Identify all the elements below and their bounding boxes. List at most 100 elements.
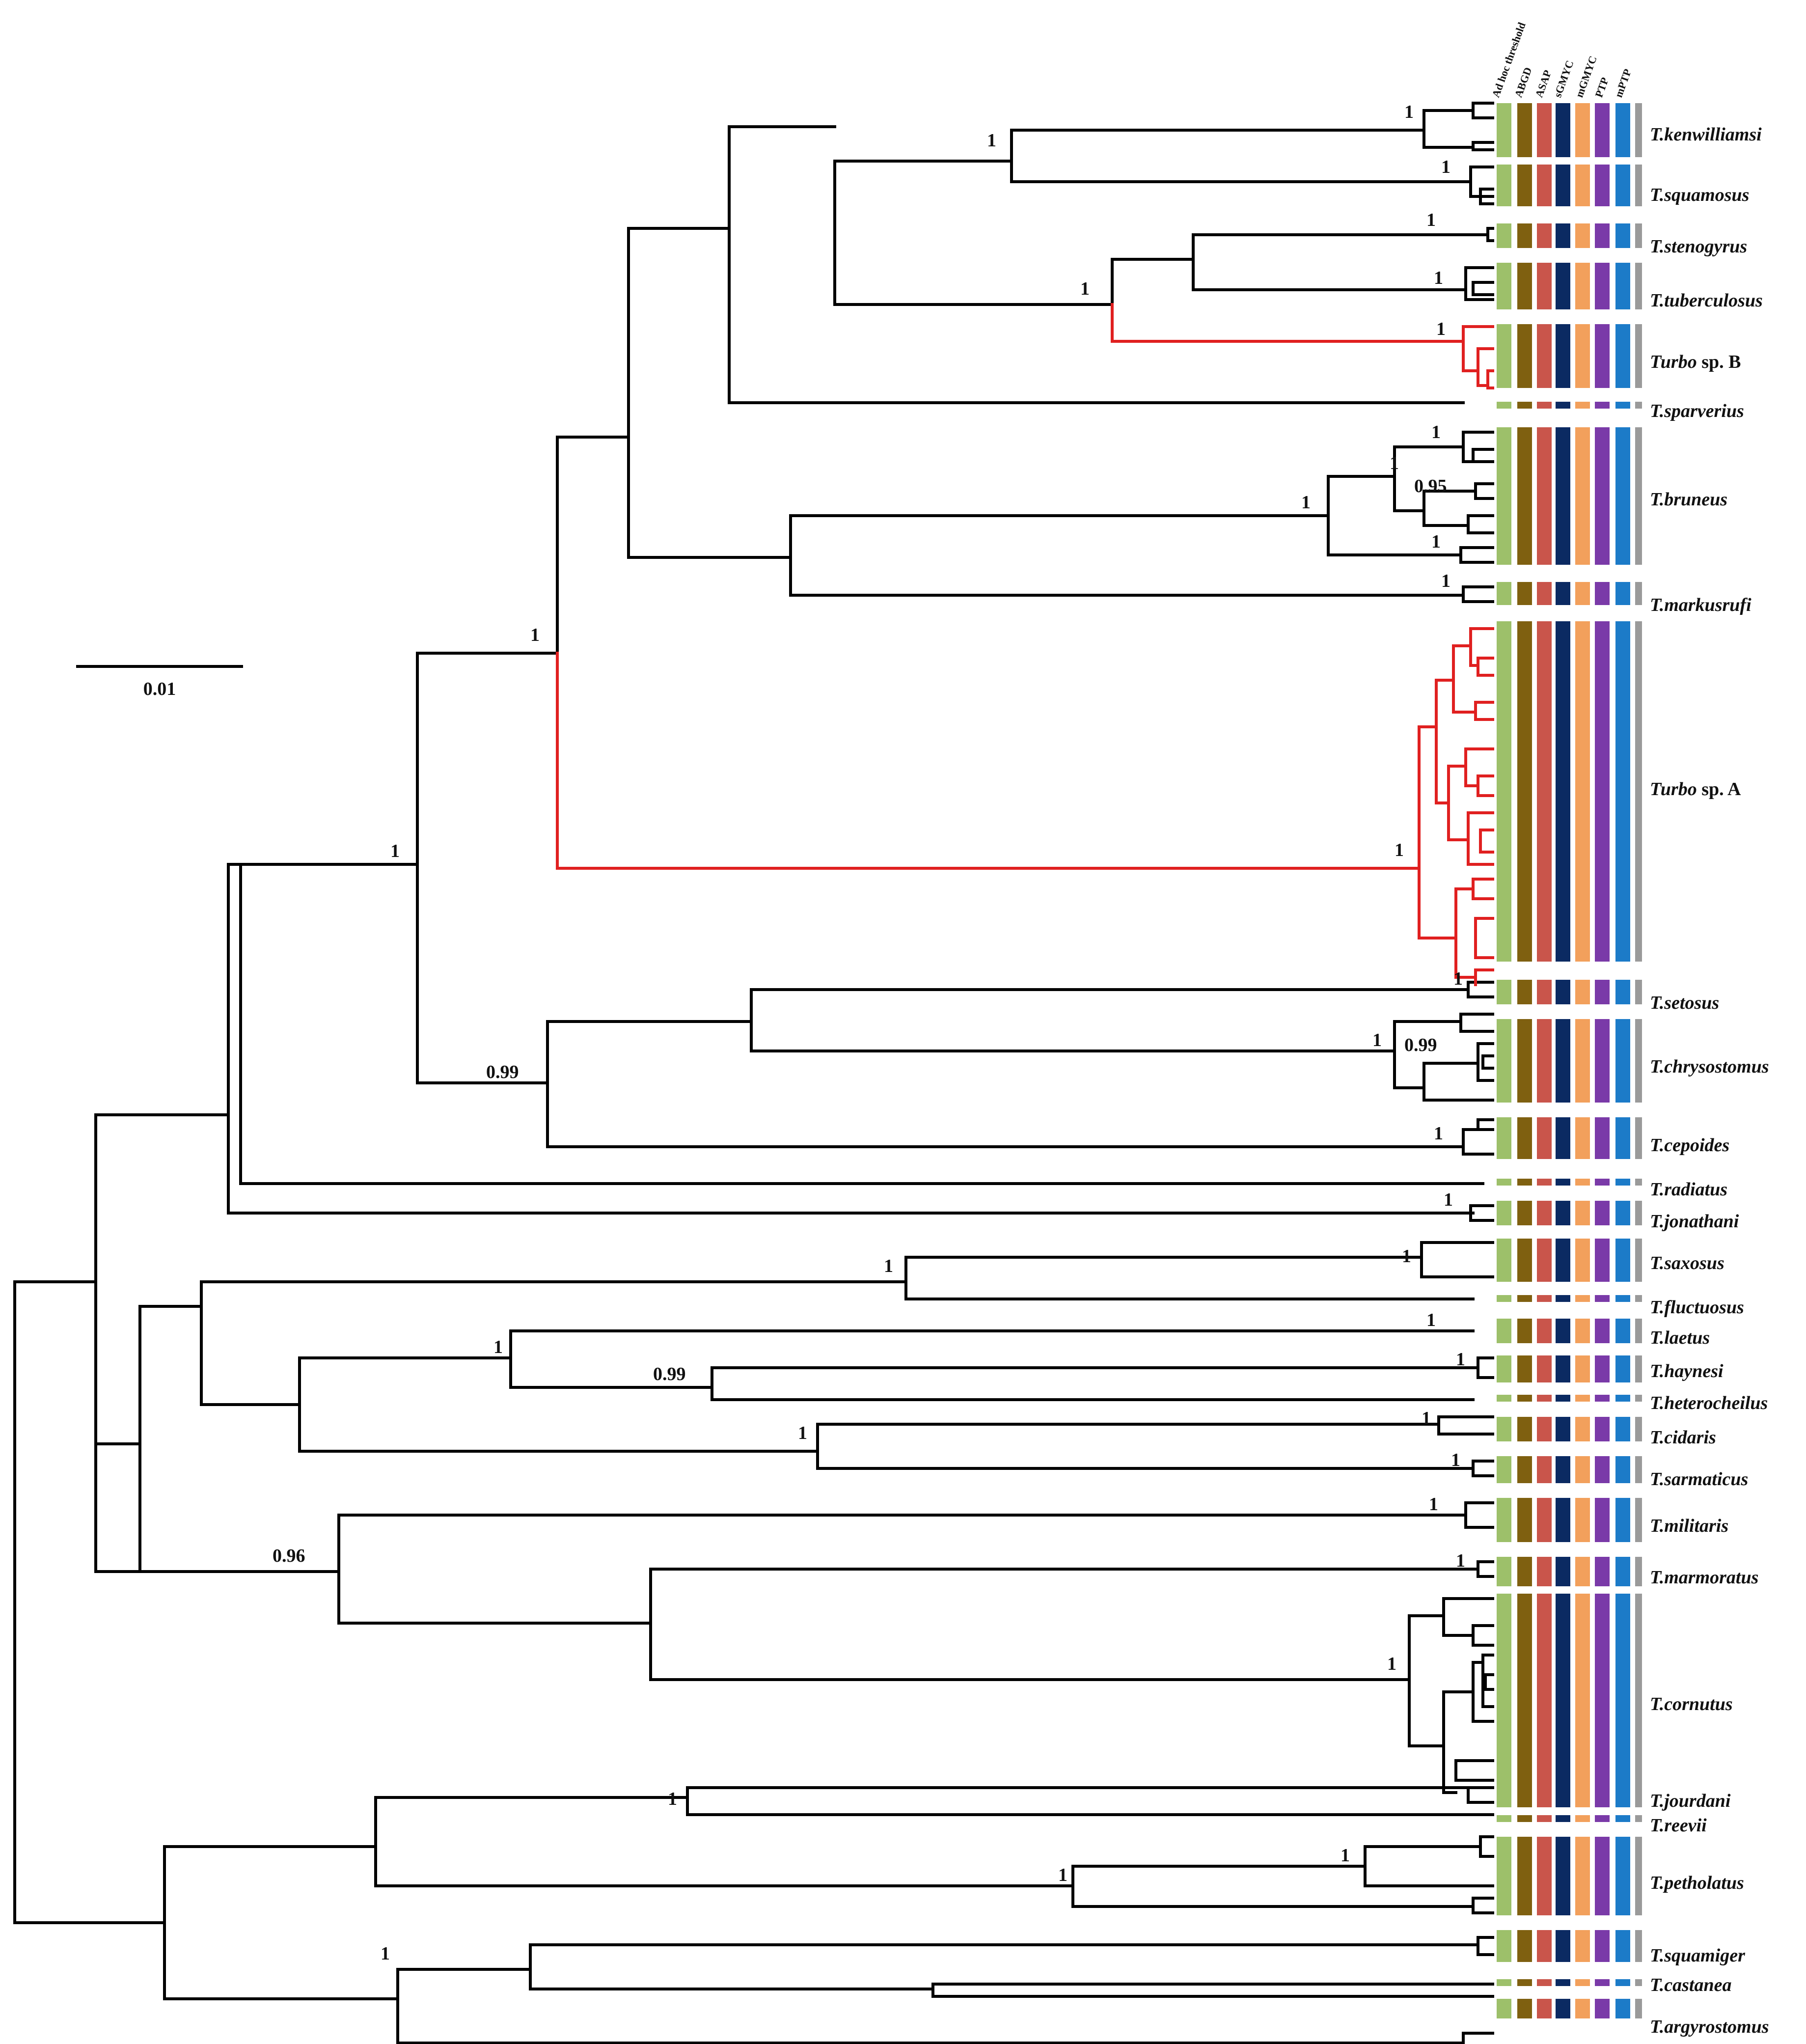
delimitation-bar [1556, 263, 1570, 309]
delimitation-bar [1556, 1930, 1570, 1962]
delimitation-bar [1556, 1795, 1570, 1802]
delimitation-bar [1575, 103, 1590, 157]
delimitation-bar [1497, 1795, 1511, 1802]
delimitation-bar [1556, 1594, 1570, 1807]
delimitation-bar [1556, 1837, 1570, 1915]
delimitation-bar [1635, 263, 1642, 309]
delimitation-bar [1556, 621, 1570, 962]
taxon-genus: T. [1650, 1056, 1664, 1077]
delimitation-bar [1595, 1979, 1610, 1986]
delimitation-bar [1595, 1557, 1610, 1586]
delimitation-bar [1556, 1979, 1570, 1986]
taxon-label: Turbo sp. B [1650, 352, 1741, 372]
taxon-genus: T. [1650, 1253, 1664, 1273]
delimitation-bar [1595, 1295, 1610, 1302]
delimitation-bar [1517, 263, 1532, 309]
delimitation-bar [1615, 1417, 1630, 1441]
taxon-genus: T. [1650, 1297, 1664, 1318]
delimitation-bar [1537, 1795, 1552, 1802]
delimitation-bar [1595, 1456, 1610, 1483]
taxon-genus: T. [1650, 1469, 1664, 1490]
delimitation-bar [1537, 1395, 1552, 1402]
support-label: 1 [1434, 268, 1443, 288]
delimitation-bar [1575, 1979, 1590, 1986]
delimitation-bar [1497, 1117, 1511, 1159]
taxon-label: T.tuberculosus [1650, 290, 1763, 311]
taxon-genus: T. [1650, 290, 1664, 311]
taxon-epithet: saxosus [1664, 1253, 1724, 1273]
delimitation-bar [1595, 980, 1610, 1004]
delimitation-bar [1595, 582, 1610, 605]
delimitation-bar [1497, 582, 1511, 605]
taxon-epithet: markusrufi [1664, 595, 1751, 615]
delimitation-bar [1556, 1239, 1570, 1282]
taxon-label: T.stenogyrus [1650, 236, 1747, 257]
method-header: PTP [1592, 76, 1611, 99]
delimitation-bar [1537, 1815, 1552, 1822]
support-label: 1 [1402, 1246, 1411, 1267]
delimitation-bar [1517, 1117, 1532, 1159]
delimitation-bar [1635, 165, 1642, 206]
delimitation-bar [1556, 1295, 1570, 1302]
delimitation-bar [1497, 263, 1511, 309]
taxon-epithet: haynesi [1664, 1361, 1724, 1381]
delimitation-bar [1635, 621, 1642, 962]
delimitation-bar [1575, 980, 1590, 1004]
delimitation-bar [1537, 263, 1552, 309]
taxon-genus: T. [1650, 1694, 1664, 1714]
support-label: 0.99 [653, 1364, 686, 1384]
delimitation-bar [1537, 980, 1552, 1004]
delimitation-bar [1537, 402, 1552, 409]
delimitation-bar [1595, 1201, 1610, 1225]
delimitation-bar [1595, 1417, 1610, 1441]
taxon-epithet: setosus [1664, 993, 1719, 1013]
taxon-label: T.squamosus [1650, 185, 1749, 205]
delimitation-bar [1537, 223, 1552, 248]
delimitation-bar [1635, 1930, 1642, 1962]
taxon-label: T.jonathani [1650, 1211, 1739, 1232]
taxon-epithet: militaris [1664, 1516, 1728, 1536]
taxon-epithet: cidaris [1664, 1427, 1716, 1448]
delimitation-bar [1497, 1239, 1511, 1282]
taxon-label: T.chrysostomus [1650, 1056, 1769, 1077]
delimitation-bar [1556, 1417, 1570, 1441]
delimitation-bar [1635, 427, 1642, 565]
support-label: 1 [1429, 1494, 1438, 1515]
delimitation-bar [1635, 1999, 1642, 2018]
support-label: 1 [1341, 1845, 1350, 1866]
support-label: 1 [1404, 102, 1414, 122]
support-label: 1 [1436, 319, 1446, 339]
delimitation-bar [1556, 1355, 1570, 1382]
delimitation-bar [1575, 582, 1590, 605]
support-label: 1 [1080, 278, 1090, 299]
delimitation-bar [1575, 1417, 1590, 1441]
support-label: 1 [1390, 453, 1399, 473]
delimitation-bar [1635, 1117, 1642, 1159]
delimitation-bar [1556, 582, 1570, 605]
taxon-labels: T.kenwilliamsi T.squamosus T.stenogyrus T.t… [1650, 124, 1769, 2037]
delimitation-bar [1497, 1395, 1511, 1402]
delimitation-bar [1635, 223, 1642, 248]
delimitation-bar [1497, 1019, 1511, 1103]
delimitation-bar [1635, 1355, 1642, 1382]
delimitation-bar [1575, 1117, 1590, 1159]
delimitation-bar [1615, 1355, 1630, 1382]
taxon-label: T.cornutus [1650, 1694, 1733, 1714]
delimitation-bar [1517, 1815, 1532, 1822]
taxon-label: T.laetus [1650, 1327, 1710, 1348]
taxon-genus: T. [1650, 1945, 1664, 1966]
delimitation-bar [1595, 1355, 1610, 1382]
support-label: 1 [1301, 492, 1311, 513]
delimitation-bar [1556, 1019, 1570, 1103]
delimitation-bar [1556, 1179, 1570, 1186]
taxon-genus: T. [1650, 1327, 1664, 1348]
delimitation-bar [1575, 324, 1590, 388]
delimitation-bar [1497, 1557, 1511, 1586]
method-header: sGMYC [1551, 59, 1576, 99]
delimitation-bar [1615, 1498, 1630, 1542]
delimitation-bar [1575, 1319, 1590, 1343]
delimitation-bar [1556, 980, 1570, 1004]
taxon-label: T.kenwilliamsi [1650, 124, 1762, 145]
support-label: 1 [798, 1423, 807, 1443]
